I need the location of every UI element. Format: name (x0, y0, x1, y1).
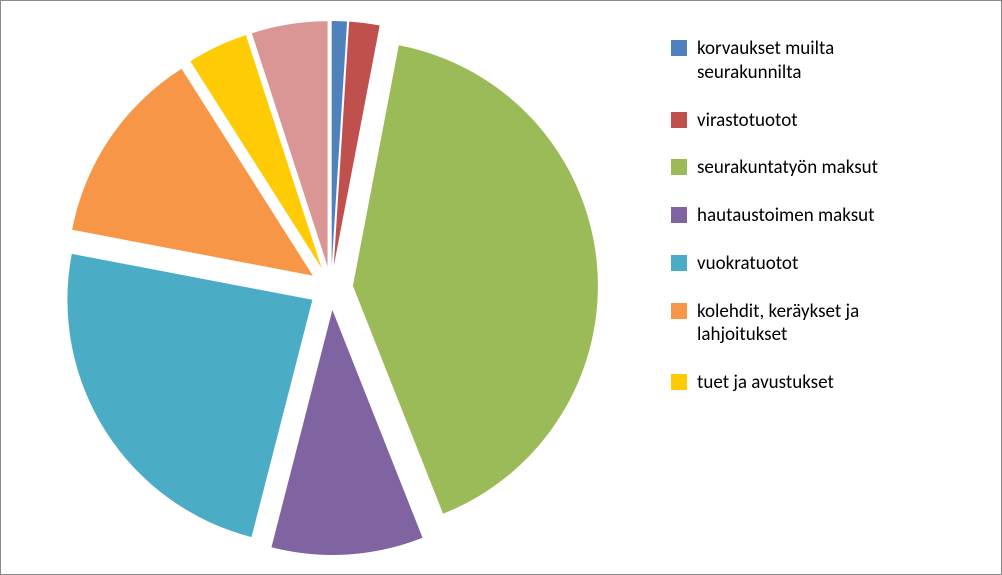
legend-swatch (671, 255, 687, 271)
legend-label: korvaukset muiltaseurakunnilta (697, 37, 834, 85)
legend-item: kolehdit, keräykset jalahjoitukset (671, 300, 991, 348)
legend-label: vuokratuotot (697, 252, 798, 276)
legend-label: virastotuotot (697, 109, 798, 133)
legend-item: hautaustoimen maksut (671, 204, 991, 228)
legend-label: hautaustoimen maksut (697, 204, 875, 228)
pie-slice (67, 253, 312, 536)
pie-chart (21, 8, 641, 568)
legend-label: seurakuntatyön maksut (697, 156, 878, 180)
legend: korvaukset muiltaseurakunnilta virastotuo… (661, 1, 1001, 574)
legend-item: korvaukset muiltaseurakunnilta (671, 37, 991, 85)
legend-swatch (671, 303, 687, 319)
legend-swatch (671, 112, 687, 128)
legend-swatch (671, 159, 687, 175)
legend-swatch (671, 40, 687, 56)
legend-item: seurakuntatyön maksut (671, 156, 991, 180)
pie-slice (353, 45, 598, 513)
pie-chart-area (1, 1, 661, 574)
legend-swatch (671, 207, 687, 223)
legend-item: virastotuotot (671, 109, 991, 133)
legend-swatch (671, 374, 687, 390)
legend-item: tuet ja avustukset (671, 371, 991, 395)
legend-label: tuet ja avustukset (697, 371, 834, 395)
chart-frame: korvaukset muiltaseurakunnilta virastotuo… (0, 0, 1002, 575)
legend-item: vuokratuotot (671, 252, 991, 276)
legend-label: kolehdit, keräykset jalahjoitukset (697, 300, 859, 348)
